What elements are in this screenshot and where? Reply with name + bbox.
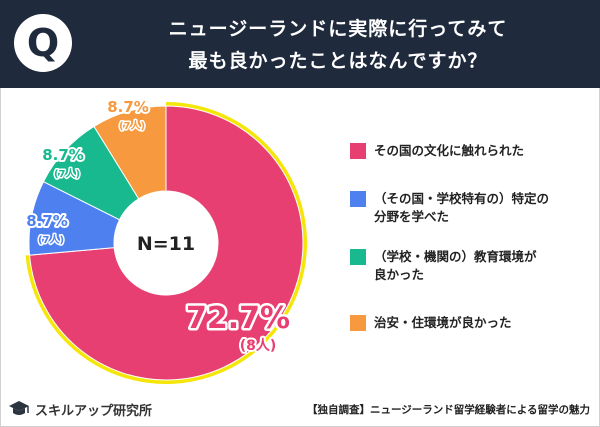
legend-swatch [350, 191, 366, 207]
chart-area: N=11 72.7% (8人) 8.7% (7人) 8.7% (7人) 8.7% (7人) [0, 88, 600, 393]
title-line-2: 最も良かったことはなんですか？ [188, 50, 488, 72]
q-badge-icon: Q [14, 14, 72, 72]
legend-swatch [350, 143, 366, 159]
brand-name: スキルアップ研究所 [35, 403, 153, 419]
legend-item-safety: 治安・住環境が良かった [350, 314, 590, 332]
slice-culture [28, 105, 304, 381]
title-line-1: ニュージーランドに実際に行ってみて [168, 18, 508, 40]
footer-caption: 【独自調査】ニュージーランド留学経験者による留学の魅力 [307, 404, 590, 416]
legend-label-line2: 分野を学べた [374, 209, 450, 224]
donut-chart: N=11 72.7%(8人) 8.7% (7人) 8.7% (7人) 8.7% (7人) [24, 96, 308, 384]
slice-safety [93, 105, 167, 200]
legend-label-line2: 良かった [374, 267, 425, 282]
legend-swatch [350, 315, 366, 331]
slice-percent-label: 8.7% [107, 98, 149, 116]
legend-item-culture: その国の文化に触れられた [350, 142, 590, 160]
legend-label-line1: （学校・機関の）教育環境が [374, 249, 537, 264]
legend-swatch [350, 249, 366, 265]
center-label: N=11 [137, 233, 195, 255]
question-header: Q ニュージーランドに実際に行ってみて 最も良かったことはなんですか？ [0, 0, 600, 88]
slice-count-label: (7人) [38, 233, 64, 246]
slice-count-label: (7人) [54, 167, 80, 180]
graduation-cap-icon [9, 401, 29, 415]
slice-percent-label: 72.7% [186, 301, 290, 336]
legend-label-line1: 治安・住環境が良かった [374, 315, 512, 330]
slice-count-label: (8人) [240, 337, 277, 354]
legend-label-line1: その国の文化に触れられた [374, 143, 525, 158]
legend-label: その国の文化に触れられた [374, 142, 524, 160]
legend-label-line1: （その国・学校特有の）特定の [374, 191, 550, 206]
legend-label: （その国・学校特有の）特定の 分野を学べた [374, 190, 549, 226]
brand-logo: スキルアップ研究所 [8, 396, 152, 422]
slice-count-label: (7人) [119, 119, 145, 132]
legend-label: （学校・機関の）教育環境が 良かった [374, 248, 537, 284]
slice-percent-label: 8.7% [42, 146, 84, 164]
legend-item-specific-field: （その国・学校特有の）特定の 分野を学べた [350, 190, 590, 226]
slice-percent-label: 8.7% [26, 212, 68, 230]
question-title: ニュージーランドに実際に行ってみて 最も良かったことはなんですか？ [88, 10, 588, 80]
legend-item-education: （学校・機関の）教育環境が 良かった [350, 248, 590, 284]
legend-label: 治安・住環境が良かった [374, 314, 512, 332]
